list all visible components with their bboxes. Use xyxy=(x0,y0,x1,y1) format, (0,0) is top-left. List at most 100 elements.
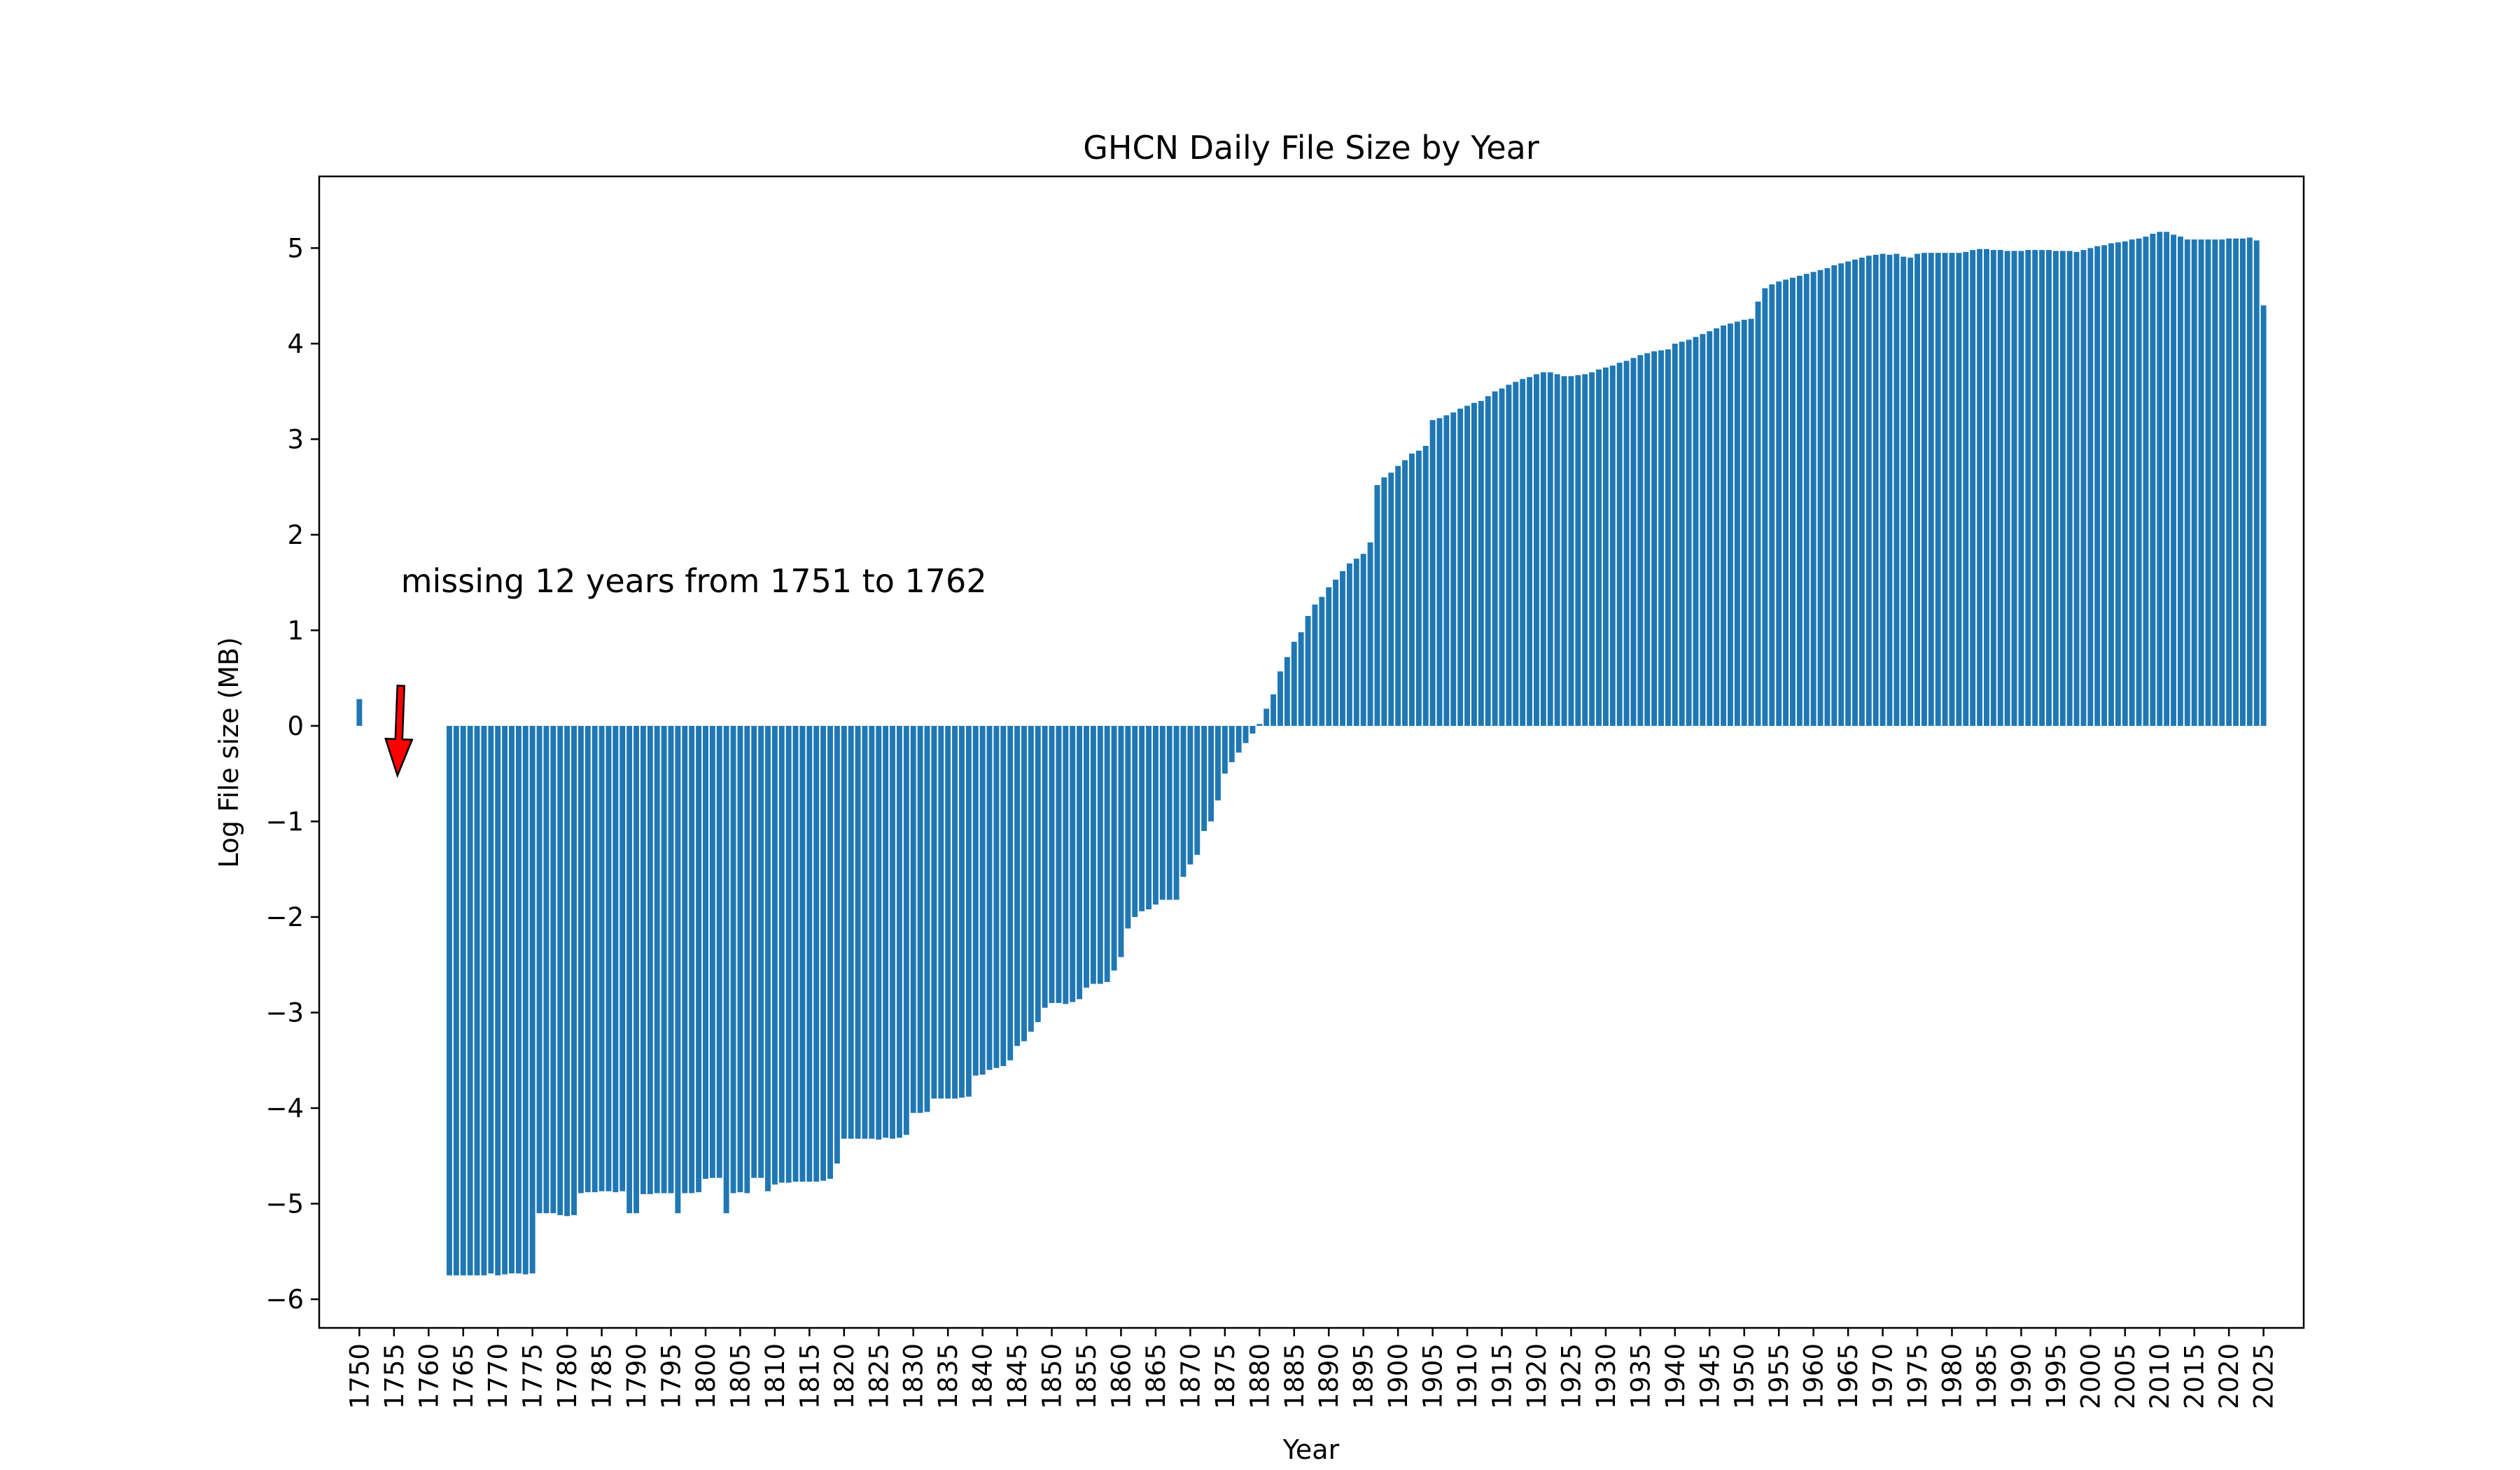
bar-1804 xyxy=(730,725,736,1194)
bar-1954 xyxy=(1769,284,1775,726)
bar-1900 xyxy=(1395,465,1401,726)
bar-1972 xyxy=(1893,253,1900,726)
axes-frame xyxy=(318,175,2305,1329)
bar-1874 xyxy=(1215,725,1221,801)
bar-1836 xyxy=(952,725,958,1099)
bar-1890 xyxy=(1326,587,1332,726)
bar-1909 xyxy=(1457,408,1464,726)
x-tick-label: 1990 xyxy=(2006,1343,2036,1409)
bar-1776 xyxy=(536,725,542,1214)
bar-1936 xyxy=(1644,353,1651,726)
bar-1796 xyxy=(675,725,681,1214)
bar-1841 xyxy=(986,725,993,1070)
bar-1785 xyxy=(598,725,605,1191)
x-tick-label: 1815 xyxy=(794,1343,825,1409)
x-tick-label: 1760 xyxy=(414,1343,444,1409)
bar-2009 xyxy=(2150,233,2156,726)
bar-1790 xyxy=(634,725,639,1214)
bar-1820 xyxy=(841,725,847,1139)
x-tick-label: 2020 xyxy=(2214,1343,2244,1409)
bar-1976 xyxy=(1921,253,1927,726)
bar-1953 xyxy=(1762,288,1768,726)
bar-2020 xyxy=(2226,238,2232,726)
bar-1997 xyxy=(2066,251,2073,726)
y-axis-label: Log File size (MB) xyxy=(214,637,244,868)
bar-1835 xyxy=(945,725,951,1099)
x-tick-label: 1970 xyxy=(1868,1343,1898,1409)
bar-1818 xyxy=(827,725,833,1180)
bar-1847 xyxy=(1028,725,1034,1032)
bar-2021 xyxy=(2233,238,2239,726)
bar-1833 xyxy=(931,725,937,1099)
bar-1995 xyxy=(2052,251,2059,726)
bar-1843 xyxy=(1000,725,1007,1066)
bar-2016 xyxy=(2198,239,2204,726)
x-tick-label: 1985 xyxy=(1972,1343,2002,1409)
x-tick-label: 1920 xyxy=(1522,1343,1552,1409)
x-tick-label: 1850 xyxy=(1037,1343,1068,1409)
bar-1886 xyxy=(1298,632,1304,726)
bar-1789 xyxy=(626,725,633,1214)
bar-1828 xyxy=(896,725,902,1138)
bar-1829 xyxy=(903,725,909,1135)
bar-1872 xyxy=(1201,725,1208,832)
bar-2015 xyxy=(2191,239,2197,726)
x-tick-label: 1960 xyxy=(1799,1343,1829,1409)
bar-1882 xyxy=(1270,694,1277,726)
bar-1905 xyxy=(1429,420,1436,726)
x-tick-label: 1935 xyxy=(1625,1343,1656,1409)
x-tick-label: 1805 xyxy=(725,1343,755,1409)
bar-1992 xyxy=(2032,250,2038,726)
bar-1875 xyxy=(1222,725,1228,774)
bar-1887 xyxy=(1305,615,1311,726)
bar-1867 xyxy=(1166,725,1172,900)
bar-1978 xyxy=(1935,253,1941,726)
bar-1985 xyxy=(1984,248,1989,726)
bar-1774 xyxy=(522,725,528,1275)
bar-1812 xyxy=(785,725,792,1183)
bar-1994 xyxy=(2046,250,2052,726)
bar-1799 xyxy=(696,725,702,1193)
bar-1816 xyxy=(813,725,820,1182)
bar-1918 xyxy=(1520,379,1526,726)
bar-1876 xyxy=(1228,725,1235,762)
bar-1771 xyxy=(502,725,508,1275)
bar-1935 xyxy=(1637,355,1644,726)
bar-1877 xyxy=(1236,725,1242,753)
bar-1891 xyxy=(1333,580,1339,726)
x-tick-label: 1870 xyxy=(1175,1343,1205,1409)
bar-1803 xyxy=(723,725,729,1214)
bar-1949 xyxy=(1734,321,1740,726)
bar-1889 xyxy=(1319,596,1325,726)
bar-1873 xyxy=(1208,725,1214,822)
x-tick-label: 1825 xyxy=(864,1343,894,1409)
bar-1897 xyxy=(1374,484,1380,726)
bar-1993 xyxy=(2039,250,2045,726)
bar-1839 xyxy=(972,725,979,1076)
bar-1894 xyxy=(1353,559,1359,726)
bar-2002 xyxy=(2101,245,2108,726)
bar-1819 xyxy=(834,725,840,1164)
bar-1938 xyxy=(1658,350,1664,726)
bar-1922 xyxy=(1547,372,1553,726)
bar-1974 xyxy=(1907,258,1914,726)
bar-1942 xyxy=(1686,340,1692,726)
bar-1862 xyxy=(1132,725,1138,917)
bar-1996 xyxy=(2059,251,2066,726)
bar-1807 xyxy=(751,725,757,1178)
bar-1970 xyxy=(1879,253,1886,726)
bar-1824 xyxy=(869,725,875,1139)
x-tick-label: 1895 xyxy=(1349,1343,1379,1409)
bar-1963 xyxy=(1831,265,1837,726)
x-tick-label: 1790 xyxy=(622,1343,652,1409)
bar-1982 xyxy=(1963,251,1969,726)
bar-1800 xyxy=(703,725,708,1180)
bar-1915 xyxy=(1499,388,1505,726)
bar-1857 xyxy=(1097,725,1103,984)
bar-2004 xyxy=(2115,242,2121,726)
bar-1990 xyxy=(2018,251,2024,726)
bar-1787 xyxy=(612,725,619,1193)
bar-1969 xyxy=(1872,254,1879,726)
bar-1798 xyxy=(689,725,695,1194)
bar-1913 xyxy=(1485,396,1491,726)
